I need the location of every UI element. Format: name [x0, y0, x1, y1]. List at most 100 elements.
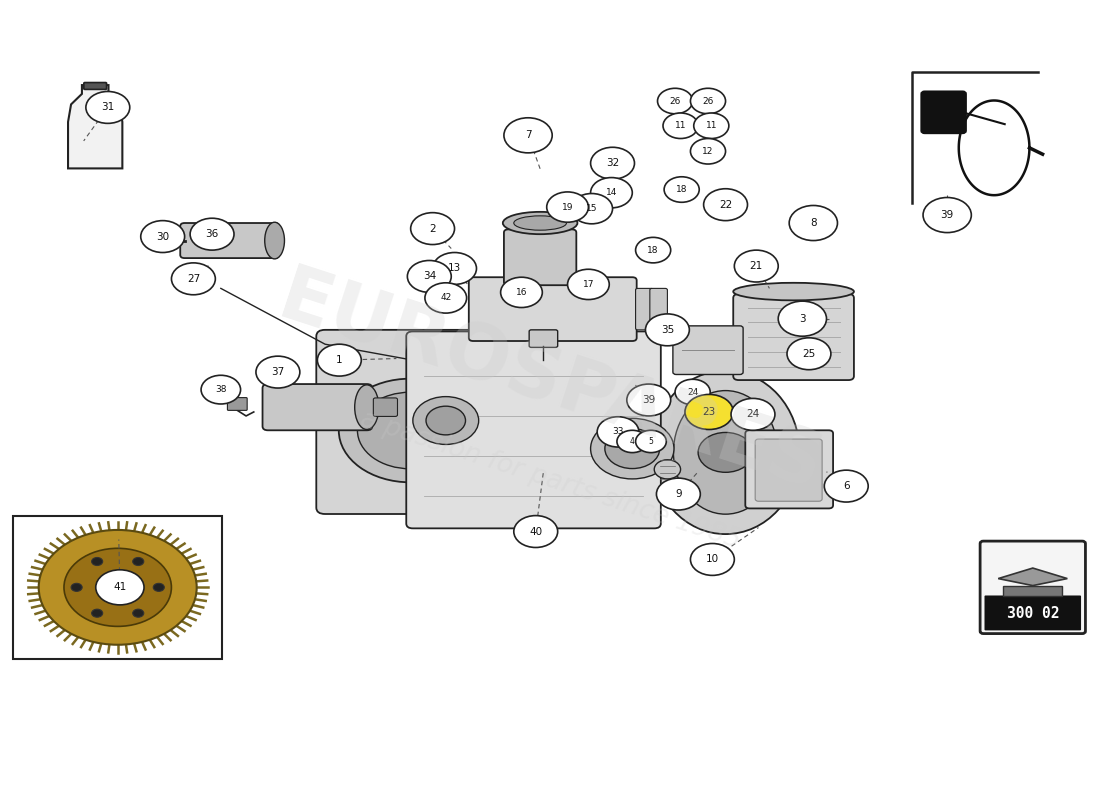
- Circle shape: [732, 398, 774, 430]
- Text: 32: 32: [606, 158, 619, 168]
- Circle shape: [685, 394, 734, 430]
- Circle shape: [514, 515, 558, 547]
- Circle shape: [358, 392, 463, 469]
- Text: 41: 41: [113, 582, 127, 592]
- Text: 34: 34: [422, 271, 436, 282]
- Circle shape: [691, 543, 735, 575]
- Circle shape: [789, 206, 837, 241]
- FancyBboxPatch shape: [406, 331, 661, 528]
- Circle shape: [923, 198, 971, 233]
- Text: 18: 18: [648, 246, 659, 254]
- Ellipse shape: [503, 212, 578, 234]
- Text: 11: 11: [674, 122, 686, 130]
- Ellipse shape: [514, 216, 566, 230]
- Circle shape: [98, 573, 138, 602]
- Text: 17: 17: [583, 280, 594, 289]
- FancyBboxPatch shape: [228, 398, 248, 410]
- Circle shape: [571, 194, 613, 224]
- Circle shape: [133, 558, 144, 566]
- Text: 12: 12: [702, 146, 714, 156]
- Circle shape: [96, 570, 144, 605]
- Text: 18: 18: [675, 185, 688, 194]
- Text: 10: 10: [706, 554, 719, 565]
- Circle shape: [318, 344, 361, 376]
- Circle shape: [108, 580, 128, 595]
- Text: 38: 38: [216, 385, 227, 394]
- FancyBboxPatch shape: [746, 430, 833, 509]
- Text: 21: 21: [750, 261, 763, 271]
- Text: 300 02: 300 02: [1006, 606, 1059, 621]
- Circle shape: [657, 478, 701, 510]
- FancyBboxPatch shape: [180, 223, 279, 258]
- Text: 31: 31: [101, 102, 114, 113]
- Text: a passion for parts since 1985: a passion for parts since 1985: [356, 406, 744, 554]
- Ellipse shape: [734, 283, 854, 300]
- Ellipse shape: [651, 370, 800, 534]
- Text: 24: 24: [747, 410, 760, 419]
- Circle shape: [190, 218, 234, 250]
- Circle shape: [91, 609, 102, 618]
- Circle shape: [778, 301, 826, 336]
- Circle shape: [591, 418, 674, 479]
- Circle shape: [201, 375, 241, 404]
- Circle shape: [617, 430, 648, 453]
- Circle shape: [824, 470, 868, 502]
- Circle shape: [39, 530, 197, 645]
- Text: 33: 33: [613, 427, 624, 436]
- Circle shape: [339, 378, 482, 482]
- Circle shape: [786, 338, 830, 370]
- Text: 13: 13: [448, 263, 461, 274]
- Circle shape: [500, 278, 542, 307]
- FancyBboxPatch shape: [469, 278, 637, 341]
- Circle shape: [172, 263, 216, 294]
- Circle shape: [627, 384, 671, 416]
- Text: 24: 24: [688, 387, 698, 397]
- Circle shape: [636, 238, 671, 263]
- FancyBboxPatch shape: [1003, 586, 1063, 596]
- Circle shape: [64, 548, 172, 626]
- Text: 2: 2: [429, 223, 436, 234]
- FancyBboxPatch shape: [529, 330, 558, 347]
- FancyBboxPatch shape: [373, 398, 397, 417]
- Circle shape: [504, 118, 552, 153]
- Text: 37: 37: [272, 367, 285, 377]
- Text: 26: 26: [670, 97, 681, 106]
- Circle shape: [658, 88, 693, 114]
- Ellipse shape: [673, 390, 778, 514]
- Circle shape: [691, 138, 726, 164]
- Circle shape: [410, 213, 454, 245]
- Circle shape: [591, 147, 635, 179]
- Ellipse shape: [354, 385, 378, 430]
- Circle shape: [591, 178, 632, 208]
- Circle shape: [675, 379, 711, 405]
- Text: 1: 1: [336, 355, 342, 365]
- Text: 5: 5: [649, 437, 653, 446]
- Circle shape: [698, 433, 754, 472]
- Text: 16: 16: [516, 288, 527, 297]
- Circle shape: [694, 113, 729, 138]
- Circle shape: [735, 250, 778, 282]
- Text: 11: 11: [705, 122, 717, 130]
- Circle shape: [597, 417, 639, 447]
- FancyBboxPatch shape: [161, 235, 174, 246]
- Text: 19: 19: [562, 202, 573, 211]
- Text: 14: 14: [606, 188, 617, 198]
- FancyBboxPatch shape: [504, 230, 576, 286]
- Text: 3: 3: [799, 314, 805, 324]
- Circle shape: [432, 253, 476, 285]
- Circle shape: [407, 261, 451, 292]
- FancyBboxPatch shape: [673, 326, 744, 374]
- Text: 8: 8: [810, 218, 816, 228]
- Circle shape: [547, 192, 589, 222]
- Circle shape: [256, 356, 300, 388]
- Circle shape: [663, 113, 698, 138]
- Circle shape: [153, 583, 164, 591]
- Text: 30: 30: [156, 231, 169, 242]
- Text: 27: 27: [187, 274, 200, 284]
- Text: 35: 35: [661, 325, 674, 335]
- FancyBboxPatch shape: [263, 384, 372, 430]
- Text: 7: 7: [525, 130, 531, 140]
- Circle shape: [72, 583, 82, 591]
- Text: 39: 39: [642, 395, 656, 405]
- Text: 40: 40: [529, 526, 542, 537]
